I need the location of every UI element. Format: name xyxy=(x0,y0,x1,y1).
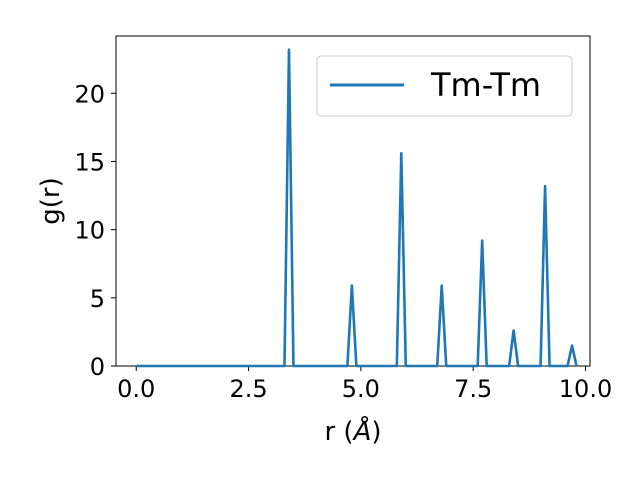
x-axis-label: r (Å) xyxy=(324,415,381,447)
x-tick-label: 2.5 xyxy=(229,375,267,403)
x-tick-label: 10.0 xyxy=(559,375,612,403)
x-tick-label: 5.0 xyxy=(342,375,380,403)
legend-box xyxy=(316,55,573,117)
y-tick-label: 15 xyxy=(74,148,105,176)
series-line-tm-tm xyxy=(136,48,578,368)
legend-label: Tm-Tm xyxy=(430,66,541,104)
y-tick-label: 5 xyxy=(90,285,105,313)
legend: Tm-Tm xyxy=(316,55,573,117)
y-tick-label: 20 xyxy=(74,80,105,108)
series-layer xyxy=(136,48,578,368)
x-tick-label: 0.0 xyxy=(117,375,155,403)
y-tick-label: 10 xyxy=(74,217,105,245)
y-axis-ticks: 0 5 10 15 20 xyxy=(74,80,116,381)
x-tick-label: 7.5 xyxy=(454,375,492,403)
y-axis-label: g(r) xyxy=(36,177,66,224)
x-axis-ticks: 0.0 2.5 5.0 7.5 10.0 xyxy=(117,366,612,403)
y-tick-label: 0 xyxy=(90,353,105,381)
